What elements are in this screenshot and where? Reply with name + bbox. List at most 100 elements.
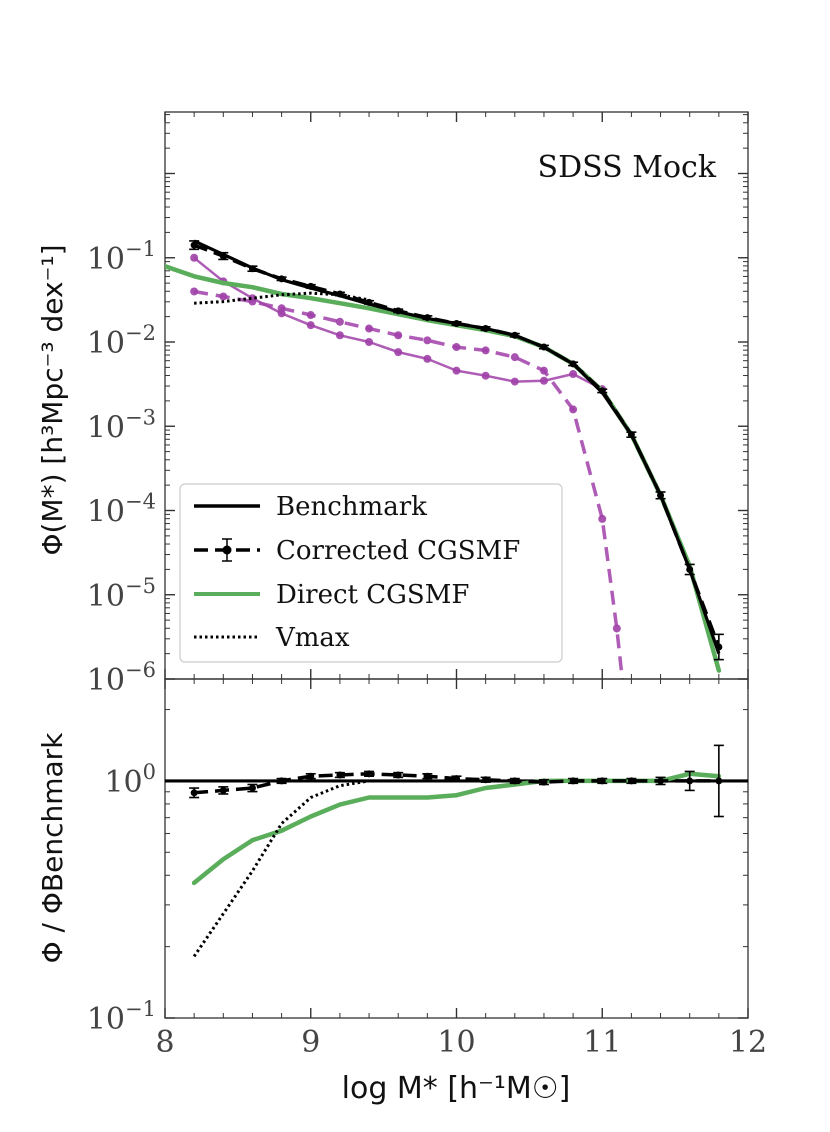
top-panel-series xyxy=(165,239,724,700)
corrected-ratio-point xyxy=(365,770,373,778)
purple-dashed-point xyxy=(612,624,621,633)
corrected-ratio-point xyxy=(423,772,431,780)
corrected-ratio-point xyxy=(657,777,665,785)
corrected-ratio-point xyxy=(219,786,227,794)
purple-solid-point xyxy=(539,376,548,385)
bottom-y-tick-label: 10−1 xyxy=(87,997,156,1037)
bottom-y-tick-label: 100 xyxy=(104,760,156,800)
purple-dashed-point xyxy=(620,692,628,700)
direct-ratio-line xyxy=(191,771,722,886)
top-y-tick-label: 10−4 xyxy=(87,490,156,530)
bottom-y-axis-label: Φ / ΦBenchmark xyxy=(36,732,69,964)
purple-solid-point xyxy=(306,321,315,330)
purple-solid-point xyxy=(481,371,490,380)
corrected-ratio-point xyxy=(511,777,519,785)
purple-dashed-point xyxy=(394,331,403,340)
top-y-tick-labels: 10−1 10−2 10−3 10−4 10−5 10−6 xyxy=(87,237,156,698)
legend: Benchmark Corrected CGSMF Direct CGSMF V… xyxy=(179,483,563,663)
purple-solid-point xyxy=(394,348,403,357)
bottom-panel: 100 10−1 8 9 10 11 12 Φ / ΦBenchmark log M* [… xyxy=(36,678,767,1106)
corrected-ratio-point xyxy=(569,777,577,785)
bottom-panel-series xyxy=(165,744,748,958)
purple-dashed-point xyxy=(277,304,286,313)
purple-dashed-point xyxy=(190,287,199,296)
x-tick-label: 9 xyxy=(301,1025,320,1060)
purple-dashed-point xyxy=(569,405,578,414)
legend-frame xyxy=(179,483,563,663)
purple-dashed-point xyxy=(219,292,228,301)
corrected-cgsmf-point xyxy=(569,360,577,368)
x-tick-label: 12 xyxy=(729,1025,767,1060)
corrected-cgsmf-point xyxy=(336,290,344,298)
corrected-cgsmf-point xyxy=(482,325,490,333)
legend-swatch-corrected-marker xyxy=(222,545,232,555)
corrected-cgsmf-point xyxy=(540,343,548,351)
x-axis-label: log M* [h⁻¹M☉] xyxy=(342,1071,571,1106)
corrected-ratio-point xyxy=(394,771,402,779)
purple-dashed-point xyxy=(423,336,432,345)
corrected-ratio-point xyxy=(248,784,256,792)
corrected-cgsmf-point xyxy=(278,275,286,283)
corrected-cgsmf-point xyxy=(190,241,198,249)
corrected-cgsmf-point xyxy=(627,431,635,439)
x-tick-label: 11 xyxy=(583,1025,621,1060)
corrected-cgsmf-point xyxy=(423,314,431,322)
bottom-panel-ticks xyxy=(164,679,749,1019)
corrected-ratio-point xyxy=(482,776,490,784)
top-y-tick-label: 10−5 xyxy=(87,574,156,614)
legend-label-vmax: Vmax xyxy=(275,623,350,653)
top-y-axis-label: Φ(M*) [h³Mpc⁻³ dex⁻¹] xyxy=(36,244,69,555)
purple-solid-point xyxy=(510,377,519,386)
corrected-ratio-point xyxy=(453,775,460,783)
corrected-ratio-point xyxy=(598,777,606,785)
purple-dashed-point xyxy=(481,346,490,355)
top-y-tick-label: 10−1 xyxy=(87,237,156,277)
corrected-cgsmf-point xyxy=(657,491,665,499)
purple-solid-point xyxy=(452,366,461,375)
corrected-ratio-point xyxy=(540,778,548,786)
corrected-ratio-point xyxy=(686,777,694,785)
corrected-ratio-point xyxy=(336,771,344,779)
top-y-tick-label: 10−6 xyxy=(87,658,156,698)
corrected-cgsmf-point xyxy=(219,252,227,260)
purple-solid-point xyxy=(569,370,578,379)
corrected-cgsmf-point xyxy=(511,331,519,339)
purple-dashed-point xyxy=(598,514,607,523)
purple-solid-point xyxy=(365,338,374,347)
purple-dashed-line xyxy=(193,289,625,679)
corrected-cgsmf-point xyxy=(394,307,402,315)
x-tick-labels: 8 9 10 11 12 xyxy=(155,1025,767,1060)
purple-solid-point xyxy=(335,331,344,340)
vmax-line xyxy=(194,291,370,305)
purple-dashed-point xyxy=(335,317,344,326)
corrected-cgsmf-point xyxy=(248,265,256,273)
corrected-cgsmf-point xyxy=(686,565,694,573)
corrected-cgsmf-point xyxy=(598,387,606,395)
corrected-ratio-point xyxy=(715,777,723,785)
corrected-cgsmf-point xyxy=(715,643,723,651)
purple-dashed-point xyxy=(510,353,519,362)
top-panel: 10−1 10−2 10−3 10−4 10−5 10−6 SDSS Mock Bench… xyxy=(36,111,749,700)
purple-dashed-point xyxy=(306,311,315,320)
vmax-ratio-line xyxy=(192,779,370,958)
purple-dashed-point xyxy=(452,343,461,352)
x-tick-label: 10 xyxy=(437,1025,475,1060)
purple-solid-point xyxy=(190,253,199,262)
bottom-panel-frame xyxy=(164,678,749,1019)
bottom-y-tick-labels: 100 10−1 xyxy=(87,760,156,1037)
top-y-tick-label: 10−2 xyxy=(87,321,156,361)
corrected-ratio-point xyxy=(190,789,198,797)
top-panel-annotation: SDSS Mock xyxy=(538,150,717,185)
corrected-ratio-point xyxy=(307,772,315,780)
legend-label-benchmark: Benchmark xyxy=(276,492,427,522)
top-panel-ticks xyxy=(164,112,749,680)
top-y-tick-label: 10−3 xyxy=(87,405,156,445)
corrected-cgsmf-point xyxy=(453,319,460,327)
purple-solid-point xyxy=(423,354,432,363)
purple-dashed-point xyxy=(539,366,548,375)
corrected-cgsmf-point xyxy=(307,282,315,290)
purple-dashed-point xyxy=(365,324,374,333)
legend-label-corrected: Corrected CGSMF xyxy=(276,536,520,566)
corrected-cgsmf-point xyxy=(365,298,373,306)
